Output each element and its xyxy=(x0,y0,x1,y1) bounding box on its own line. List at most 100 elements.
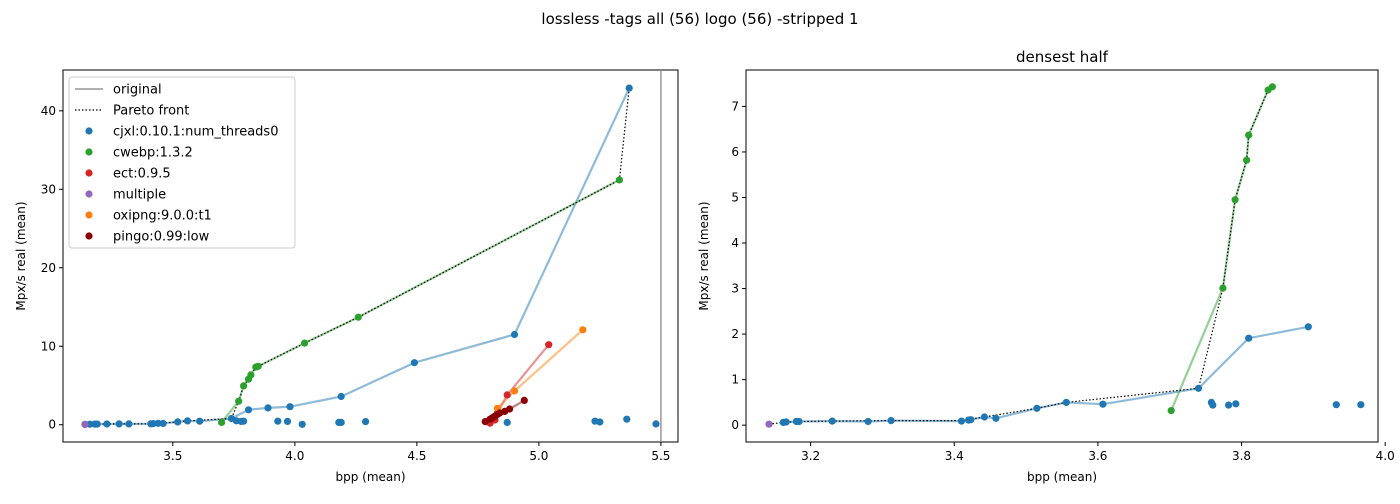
legend-marker xyxy=(85,211,93,219)
data-point-cjxl-0-10-1-num-threads0 xyxy=(196,417,204,425)
data-point-multiple xyxy=(81,421,89,429)
pareto-front-line xyxy=(84,88,630,426)
data-area xyxy=(765,83,1365,428)
pareto-front-line xyxy=(768,86,1273,425)
data-point-cwebp-1-3-2 xyxy=(1245,131,1253,139)
data-point-oxipng-9-0-0-t1 xyxy=(579,326,587,334)
data-point-multiple xyxy=(765,420,773,428)
data-point-cjxl-0-10-1-num-threads0 xyxy=(93,420,101,428)
y-tick-label: 1 xyxy=(731,373,739,387)
data-point-cjxl-0-10-1-num-threads0 xyxy=(795,417,803,426)
data-point-cjxl-0-10-1-num-threads0 xyxy=(362,418,370,426)
y-tick-label: 0 xyxy=(731,418,739,432)
legend-marker xyxy=(85,148,93,156)
y-tick-label: 0 xyxy=(48,418,56,432)
data-area xyxy=(81,70,662,442)
data-point-cjxl-0-10-1-num-threads0 xyxy=(283,417,292,425)
data-point-cwebp-1-3-2 xyxy=(301,339,309,347)
data-point-cwebp-1-3-2 xyxy=(254,362,262,370)
plot-1: 3.5 4.0 4.5 5.0 5.5 0 10 20 30 40 bpp (mean) Mpx/s … xyxy=(14,69,679,484)
legend-marker xyxy=(85,232,93,240)
y-tick-label: 2 xyxy=(731,327,739,341)
data-point-cjxl-0-10-1-num-threads0 xyxy=(159,419,167,428)
x-axis-label: bpp (mean) xyxy=(1027,470,1097,484)
y-tick-label: 3 xyxy=(731,282,739,296)
data-point-cjxl-0-10-1-num-threads0 xyxy=(298,420,306,428)
x-axis-label: bpp (mean) xyxy=(335,470,405,484)
x-tick-label: 4.0 xyxy=(285,449,304,463)
data-point-cjxl-0-10-1-num-threads0 xyxy=(980,413,989,421)
legend-marker xyxy=(85,169,93,177)
data-point-cjxl-0-10-1-num-threads0 xyxy=(1099,400,1107,408)
data-point-cjxl-0-10-1-num-threads0 xyxy=(1209,401,1217,409)
y-tick-label: 7 xyxy=(731,99,739,113)
data-point-cjxl-0-10-1-num-threads0 xyxy=(183,417,192,425)
data-point-cjxl-0-10-1-num-threads0 xyxy=(510,330,519,339)
data-point-cjxl-0-10-1-num-threads0 xyxy=(1332,401,1340,409)
legend-label: oxipng:9.0.0:t1 xyxy=(113,209,212,224)
y-axis-label: Mpx/s real (mean) xyxy=(697,201,711,310)
data-point-cwebp-1-3-2 xyxy=(354,313,362,321)
legend-label: ect:0.9.5 xyxy=(113,167,171,182)
data-point-cjxl-0-10-1-num-threads0 xyxy=(957,417,966,425)
legend-label: cwebp:1.3.2 xyxy=(113,146,193,161)
data-point-cjxl-0-10-1-num-threads0 xyxy=(1194,384,1203,392)
data-point-cjxl-0-10-1-num-threads0 xyxy=(623,415,631,423)
data-point-cwebp-1-3-2 xyxy=(1268,83,1276,91)
data-point-cjxl-0-10-1-num-threads0 xyxy=(274,417,282,425)
data-point-pingo-0-99-low xyxy=(520,396,528,404)
data-point-cjxl-0-10-1-num-threads0 xyxy=(652,420,660,428)
x-tick-label: 3.8 xyxy=(1232,449,1251,463)
y-tick-label: 6 xyxy=(731,145,739,159)
plot-title: densest half xyxy=(1016,48,1109,66)
data-point-cjxl-0-10-1-num-threads0 xyxy=(625,84,633,92)
y-tick-label: 10 xyxy=(41,339,56,353)
legend-label: cjxl:0.10.1:num_threads0 xyxy=(113,125,278,140)
x-tick-label: 3.6 xyxy=(1088,449,1107,463)
data-point-cwebp-1-3-2 xyxy=(235,397,243,405)
data-point-cwebp-1-3-2 xyxy=(615,176,624,184)
data-point-cwebp-1-3-2 xyxy=(218,418,226,426)
data-point-cwebp-1-3-2 xyxy=(1243,156,1251,164)
x-tick-label: 5.5 xyxy=(651,449,670,463)
data-point-cjxl-0-10-1-num-threads0 xyxy=(992,414,1000,422)
data-point-cjxl-0-10-1-num-threads0 xyxy=(103,420,111,428)
data-point-cjxl-0-10-1-num-threads0 xyxy=(264,404,272,412)
data-point-ect-0-9-5 xyxy=(503,391,511,399)
data-point-cjxl-0-10-1-num-threads0 xyxy=(864,417,872,426)
legend-label: original xyxy=(113,83,162,98)
data-point-cwebp-1-3-2 xyxy=(240,382,248,390)
data-point-cjxl-0-10-1-num-threads0 xyxy=(244,406,253,414)
legend: original Pareto front cjxl:0.10.1:num_thre… xyxy=(68,76,296,249)
data-point-cwebp-1-3-2 xyxy=(247,371,255,379)
legend-box xyxy=(68,76,296,249)
data-point-cwebp-1-3-2 xyxy=(1219,284,1227,292)
legend-marker xyxy=(85,127,93,135)
x-tick-label: 3.4 xyxy=(945,449,964,463)
y-tick-label: 30 xyxy=(41,182,56,196)
data-point-cjxl-0-10-1-num-threads0 xyxy=(1225,401,1233,409)
data-point-cjxl-0-10-1-num-threads0 xyxy=(286,403,294,411)
y-tick-label: 5 xyxy=(731,190,739,204)
data-point-cjxl-0-10-1-num-threads0 xyxy=(240,417,248,425)
series-line-oxipng-9-0-0-t1 xyxy=(491,328,584,419)
data-point-cjxl-0-10-1-num-threads0 xyxy=(503,418,511,426)
data-point-oxipng-9-0-0-t1 xyxy=(510,387,519,395)
data-point-cjxl-0-10-1-num-threads0 xyxy=(967,416,975,424)
y-axis-label: Mpx/s real (mean) xyxy=(14,201,28,310)
data-point-ect-0-9-5 xyxy=(545,341,553,349)
legend-label: multiple xyxy=(113,188,166,203)
data-point-cjxl-0-10-1-num-threads0 xyxy=(782,418,790,426)
y-tick-label: 4 xyxy=(731,236,739,250)
y-tick-label: 40 xyxy=(41,104,56,118)
data-point-cjxl-0-10-1-num-threads0 xyxy=(887,417,895,425)
y-tick-label: 20 xyxy=(41,261,56,275)
data-point-cjxl-0-10-1-num-threads0 xyxy=(115,420,123,428)
legend-label: Pareto front xyxy=(113,104,189,119)
x-tick-label: 3.5 xyxy=(163,449,182,463)
legend-label: pingo:0.99:low xyxy=(113,230,210,245)
x-tick-label: 4.5 xyxy=(407,449,426,463)
data-point-cjxl-0-10-1-num-threads0 xyxy=(1062,398,1070,406)
